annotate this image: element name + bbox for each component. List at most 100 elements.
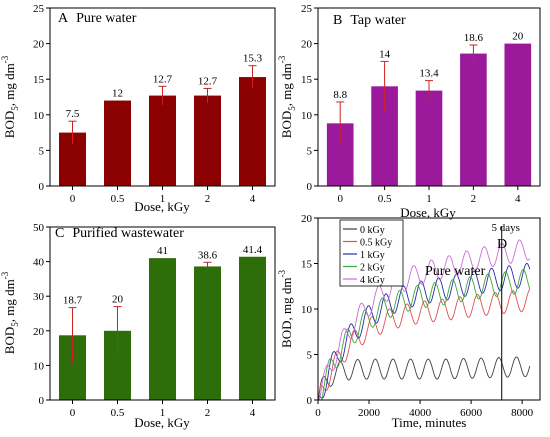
x-axis-label-D: Time, minutes: [392, 415, 467, 430]
legend-label-1: 0.5 kGy: [360, 238, 392, 249]
panel-B: 8.8 14 13.4 18.6 20 0 5 10 15 20 25 0 0.5 1 2 4 B Tap wat…: [277, 3, 541, 220]
series-line-4: [318, 239, 531, 401]
value-label-C-2: 41: [157, 245, 168, 257]
panel-title-D: Pure water: [425, 264, 486, 279]
x-tick-label-B-0: 0: [337, 193, 343, 205]
bar-B-3: [460, 53, 487, 187]
y-tick-label-D-2: 10: [301, 304, 313, 316]
y-axis-label-C: BOD5, mg dm-3: [0, 271, 20, 354]
x-tick-label-C-4: 4: [250, 407, 256, 419]
annotation-label: 5 days: [492, 222, 520, 234]
panel-title-B: B Tap water: [333, 13, 406, 28]
bar-A-1: [104, 100, 131, 186]
y-tick-label-B-5: 25: [301, 3, 313, 15]
panel-title-text-A: Pure water: [76, 11, 137, 26]
value-label-B-1: 14: [379, 48, 391, 60]
value-label-B-3: 18.6: [464, 32, 484, 44]
x-tick-label-C-2: 1: [160, 407, 166, 419]
x-axis-label-B: Dose, kGy: [400, 205, 456, 220]
y-axis-label-A: BOD5, mg dm-3: [0, 55, 20, 138]
value-label-C-3: 38.6: [198, 249, 218, 261]
y-tick-label-B-2: 10: [301, 110, 313, 122]
legend-label-3: 2 kGy: [360, 263, 385, 274]
y-tick-label-B-0: 0: [307, 181, 313, 193]
x-tick-label-D-1: 2000: [358, 407, 381, 419]
panel-title-C: C Purified wastewater: [55, 226, 184, 241]
y-tick-label-B-4: 20: [301, 39, 313, 51]
panel-title-text-B: Tap water: [350, 13, 406, 28]
legend-label-2: 1 kGy: [360, 250, 385, 261]
x-tick-label-C-1: 0.5: [111, 407, 125, 419]
bar-C-2: [149, 258, 176, 400]
y-tick-label-D-4: 20: [301, 213, 313, 225]
value-label-B-0: 8.8: [333, 89, 347, 101]
series-line-2: [317, 262, 531, 401]
x-tick-label-D-0: 0: [315, 407, 321, 419]
x-tick-label-C-0: 0: [70, 407, 76, 419]
y-tick-label-C-2: 20: [33, 326, 45, 338]
x-tick-label-B-3: 2: [471, 193, 477, 205]
bar-B-4: [504, 43, 532, 186]
x-tick-label-B-1: 0.5: [378, 193, 392, 205]
y-tick-label-C-4: 40: [33, 257, 45, 269]
y-tick-label-A-0: 0: [39, 181, 45, 193]
y-tick-label-D-1: 5: [307, 350, 313, 362]
x-tick-label-D-4: 8000: [511, 407, 534, 419]
y-tick-label-B-1: 5: [307, 145, 313, 157]
legend-label-0: 0 kGy: [360, 225, 385, 236]
value-label-C-4: 41.4: [243, 244, 263, 256]
panel-letter-A: A: [58, 11, 69, 26]
legend-box-D: [339, 219, 404, 287]
panel-title-A: A Pure water: [58, 11, 137, 26]
value-label-A-2: 12.7: [153, 73, 173, 85]
y-axis-label-B: BOD5, mg dm-3: [277, 55, 297, 138]
bar-A-2: [149, 95, 176, 186]
x-tick-label-A-1: 0.5: [111, 193, 125, 205]
panel-D: 5 days 0 5 10 15 20 0 2000 4000 6000 8000 D Pure wat…: [277, 213, 541, 430]
panel-letter-D: D: [497, 237, 507, 252]
x-axis-label-C: Dose, kGy: [134, 415, 190, 430]
y-tick-label-D-0: 0: [307, 395, 313, 407]
x-tick-label-A-0: 0: [70, 193, 76, 205]
bar-A-4: [239, 77, 266, 186]
value-label-A-1: 12: [112, 88, 123, 100]
panel-letter-B: B: [333, 13, 342, 28]
y-tick-label-A-2: 10: [33, 110, 45, 122]
y-tick-label-C-1: 10: [33, 360, 45, 372]
y-tick-label-B-3: 15: [301, 74, 313, 86]
x-axis-label-A: Dose, kGy: [134, 199, 190, 214]
bar-B-2: [415, 90, 443, 186]
y-axis-label-D: BOD, mg dm-3: [277, 270, 294, 348]
y-tick-label-D-3: 15: [301, 259, 313, 271]
panel-title-text-C: Purified wastewater: [72, 226, 184, 241]
x-tick-label-A-2: 1: [160, 193, 166, 205]
y-tick-label-A-5: 25: [33, 3, 45, 15]
value-label-C-0: 18.7: [63, 295, 83, 307]
bar-C-4: [239, 256, 266, 400]
y-tick-label-A-3: 15: [33, 74, 45, 86]
x-tick-label-D-3: 6000: [460, 407, 483, 419]
legend-label-4: 4 kGy: [360, 275, 385, 286]
value-label-B-4: 20: [512, 31, 524, 43]
value-label-A-0: 7.5: [66, 108, 80, 120]
x-tick-label-D-2: 4000: [409, 407, 432, 419]
y-tick-label-C-5: 50: [33, 222, 45, 234]
x-tick-label-B-4: 4: [515, 193, 521, 205]
series-line-0: [317, 356, 531, 401]
panel-C: 18.7 20 41 38.6 41.4 0 10 20 30 40 50 0 0.5 1 2 4 C Purif…: [0, 222, 276, 430]
x-tick-label-A-4: 4: [250, 193, 256, 205]
x-tick-label-C-3: 2: [205, 407, 211, 419]
value-label-B-2: 13.4: [419, 68, 439, 80]
bar-A-3: [194, 95, 221, 186]
bar-C-3: [194, 266, 221, 400]
y-tick-label-A-1: 5: [39, 145, 45, 157]
y-tick-label-C-3: 30: [33, 291, 45, 303]
x-tick-label-A-3: 2: [205, 193, 211, 205]
series-line-1: [317, 289, 531, 401]
value-label-A-4: 15.3: [243, 53, 263, 65]
y-tick-label-C-0: 0: [39, 395, 45, 407]
panel-letter-C: C: [55, 226, 64, 241]
